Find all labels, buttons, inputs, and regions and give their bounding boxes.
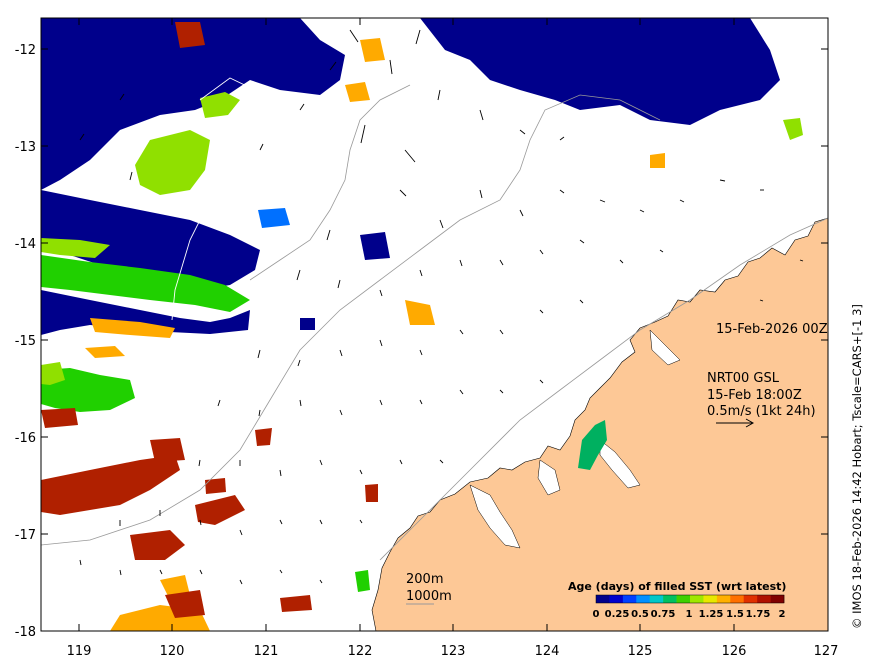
credit-text: © IMOS 18-Feb-2026 14:42 Hobart; Tscale=… bbox=[850, 304, 864, 629]
y-tick-17: -17 bbox=[15, 528, 36, 543]
sst-green-coastal bbox=[578, 420, 607, 470]
colorbar-swatch bbox=[770, 595, 785, 603]
sst-green-6 bbox=[355, 570, 370, 592]
colorbar-label: 0 bbox=[593, 609, 600, 620]
sst-darkred-11 bbox=[205, 478, 226, 494]
sst-navy-north-west bbox=[41, 18, 345, 190]
contour-extra bbox=[249, 84, 411, 281]
colorbar-swatch bbox=[596, 595, 610, 603]
sst-green-light-1 bbox=[135, 130, 210, 195]
y-tick-14: -14 bbox=[15, 237, 36, 252]
colorbar-labels: 0 0.25 0.5 0.75 1 1.25 1.5 1.75 2 bbox=[593, 609, 786, 620]
colorbar-title: Age (days) of filled SST (wrt latest) bbox=[568, 580, 786, 593]
sst-navy-north-east bbox=[420, 18, 780, 125]
coast-inlet-3 bbox=[537, 459, 561, 496]
colorbar-label: 0.25 bbox=[605, 609, 630, 620]
coast-inlet-2 bbox=[599, 439, 641, 489]
colorbar-swatch bbox=[609, 595, 624, 603]
colorbar-swatch bbox=[676, 595, 691, 603]
y-tick-13: -13 bbox=[15, 140, 36, 155]
sst-navy-3 bbox=[300, 318, 315, 330]
colorbar-swatch bbox=[716, 595, 731, 603]
sst-green-bright-1 bbox=[41, 255, 250, 312]
sst-blue-1 bbox=[258, 208, 290, 228]
x-tick-119: 119 bbox=[67, 644, 92, 659]
sst-green-light-4 bbox=[41, 362, 65, 385]
colorbar-label: 2 bbox=[779, 609, 786, 620]
colorbar-swatch bbox=[663, 595, 677, 603]
colorbar-swatch bbox=[703, 595, 718, 603]
date-label: 15-Feb-2026 00Z bbox=[716, 322, 828, 337]
sst-darkred-10 bbox=[280, 595, 312, 612]
sst-orange-6 bbox=[650, 153, 665, 168]
coast-inlet-4 bbox=[649, 329, 681, 366]
sst-green-light-2 bbox=[200, 92, 240, 118]
contour-label-1000m: 1000m bbox=[406, 589, 452, 604]
current-time: 15-Feb 18:00Z bbox=[707, 388, 802, 403]
x-tick-125: 125 bbox=[628, 644, 653, 659]
sst-darkred-1 bbox=[175, 22, 205, 48]
sst-green-light-5 bbox=[783, 118, 803, 140]
colorbar-swatch bbox=[622, 595, 637, 603]
x-tick-121: 121 bbox=[254, 644, 279, 659]
colorbar-label: 0.75 bbox=[651, 609, 676, 620]
sst-darkred-2 bbox=[41, 408, 78, 428]
x-tick-123: 123 bbox=[441, 644, 466, 659]
colorbar-label: 1.5 bbox=[726, 609, 744, 620]
colorbar-swatch bbox=[649, 595, 664, 603]
x-tick-122: 122 bbox=[348, 644, 373, 659]
sst-orange-1 bbox=[90, 318, 175, 338]
sst-darkred-4 bbox=[130, 530, 185, 560]
current-scale: 0.5m/s (1kt 24h) bbox=[707, 404, 816, 419]
x-tick-126: 126 bbox=[722, 644, 747, 659]
sst-darkred-5 bbox=[195, 495, 245, 525]
colorbar-frame bbox=[595, 594, 785, 604]
colorbar-label: 1.75 bbox=[746, 609, 771, 620]
colorbar-label: 1 bbox=[686, 609, 693, 620]
contour-ring bbox=[171, 77, 256, 321]
sst-green-light-3 bbox=[41, 238, 110, 258]
colorbar-swatch bbox=[730, 595, 745, 603]
y-tick-16: -16 bbox=[15, 431, 36, 446]
sst-navy-2 bbox=[360, 232, 390, 260]
sst-darkred-7 bbox=[255, 428, 272, 446]
plot-frame bbox=[40, 17, 829, 632]
sst-darkred-9 bbox=[165, 590, 205, 618]
sst-darkred-3 bbox=[41, 455, 180, 515]
contour-label-200m: 200m bbox=[406, 572, 443, 587]
sst-darkred-6 bbox=[150, 438, 185, 462]
x-tick-124: 124 bbox=[535, 644, 560, 659]
x-tick-120: 120 bbox=[160, 644, 185, 659]
x-tick-127: 127 bbox=[814, 644, 839, 659]
x-axis bbox=[78, 18, 829, 631]
sst-orange-3 bbox=[345, 82, 370, 102]
sst-navy-mid bbox=[41, 190, 260, 290]
colorbar-swatch bbox=[636, 595, 651, 603]
y-tick-18: -18 bbox=[15, 625, 36, 640]
coast-inlet bbox=[469, 484, 521, 549]
current-source: NRT00 GSL bbox=[707, 371, 780, 386]
y-tick-15: -15 bbox=[15, 334, 36, 349]
colorbar-swatch bbox=[743, 595, 758, 603]
contour-200m bbox=[379, 217, 828, 561]
scale-arrow bbox=[716, 418, 755, 428]
colorbar-swatch bbox=[690, 595, 704, 603]
current-vectors bbox=[79, 29, 804, 585]
colorbar-label: 1.25 bbox=[699, 609, 724, 620]
y-tick-12: -12 bbox=[15, 43, 36, 58]
sst-orange-4 bbox=[360, 38, 385, 62]
sst-orange-2 bbox=[85, 346, 125, 358]
y-axis bbox=[41, 48, 828, 632]
colorbar-swatches bbox=[596, 595, 785, 603]
colorbar-swatch bbox=[757, 595, 771, 603]
contour-1000m bbox=[41, 94, 661, 546]
sst-orange-5 bbox=[405, 300, 435, 325]
colorbar-label: 0.5 bbox=[631, 609, 649, 620]
sst-darkred-8 bbox=[365, 484, 378, 502]
